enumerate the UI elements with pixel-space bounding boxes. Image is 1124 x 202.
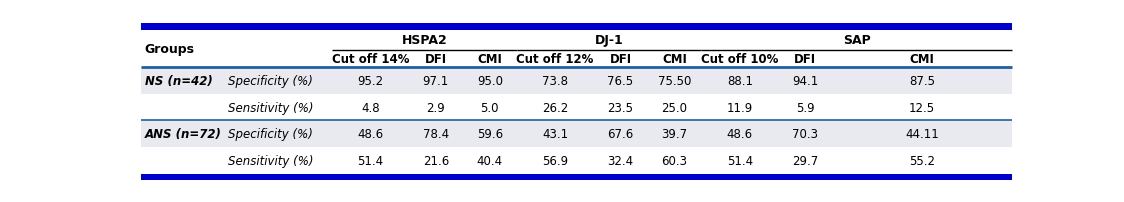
Text: 56.9: 56.9	[542, 154, 569, 167]
Bar	[140, 68, 1012, 94]
Text: 88.1: 88.1	[727, 75, 753, 88]
Text: 76.5: 76.5	[607, 75, 634, 88]
Text: 51.4: 51.4	[727, 154, 753, 167]
Text: CMI: CMI	[909, 53, 934, 66]
Text: 25.0: 25.0	[662, 101, 688, 114]
Text: ANS (n=72): ANS (n=72)	[145, 127, 221, 140]
Text: 78.4: 78.4	[423, 127, 448, 140]
Text: Cut off 12%: Cut off 12%	[516, 53, 593, 66]
Text: Cut off 10%: Cut off 10%	[701, 53, 779, 66]
Text: 12.5: 12.5	[909, 101, 935, 114]
Text: 95.2: 95.2	[357, 75, 383, 88]
Text: CMI: CMI	[662, 53, 687, 66]
Text: 43.1: 43.1	[542, 127, 569, 140]
Text: 48.6: 48.6	[357, 127, 383, 140]
Bar	[140, 24, 1012, 30]
Text: 2.9: 2.9	[426, 101, 445, 114]
Text: DFI: DFI	[609, 53, 632, 66]
Text: 87.5: 87.5	[909, 75, 935, 88]
Text: 39.7: 39.7	[661, 127, 688, 140]
Text: 75.50: 75.50	[658, 75, 691, 88]
Text: 94.1: 94.1	[792, 75, 818, 88]
Text: 70.3: 70.3	[792, 127, 818, 140]
Text: 23.5: 23.5	[607, 101, 634, 114]
Text: 21.6: 21.6	[423, 154, 448, 167]
Text: Groups: Groups	[145, 43, 194, 56]
Text: 32.4: 32.4	[607, 154, 634, 167]
Text: 26.2: 26.2	[542, 101, 569, 114]
Text: SAP: SAP	[843, 34, 870, 47]
Text: HSPA2: HSPA2	[401, 34, 447, 47]
Text: DFI: DFI	[794, 53, 816, 66]
Text: 40.4: 40.4	[477, 154, 502, 167]
Text: 59.6: 59.6	[477, 127, 502, 140]
Text: 55.2: 55.2	[909, 154, 935, 167]
Text: Specificity (%): Specificity (%)	[227, 127, 312, 140]
Text: 97.1: 97.1	[423, 75, 448, 88]
Text: Cut off 14%: Cut off 14%	[332, 53, 409, 66]
Text: DJ-1: DJ-1	[595, 34, 624, 47]
Text: 11.9: 11.9	[727, 101, 753, 114]
Text: 95.0: 95.0	[477, 75, 502, 88]
Text: 48.6: 48.6	[727, 127, 753, 140]
Text: Specificity (%): Specificity (%)	[227, 75, 312, 88]
Text: 29.7: 29.7	[792, 154, 818, 167]
Text: 44.11: 44.11	[905, 127, 939, 140]
Text: 5.9: 5.9	[796, 101, 815, 114]
Text: 67.6: 67.6	[607, 127, 634, 140]
Text: 4.8: 4.8	[361, 101, 380, 114]
Text: 51.4: 51.4	[357, 154, 383, 167]
Text: NS (n=42): NS (n=42)	[145, 75, 212, 88]
Text: 73.8: 73.8	[542, 75, 568, 88]
Text: CMI: CMI	[478, 53, 502, 66]
Text: 5.0: 5.0	[481, 101, 499, 114]
Text: Sensitivity (%): Sensitivity (%)	[227, 101, 314, 114]
Bar	[140, 174, 1012, 180]
Text: DFI: DFI	[425, 53, 447, 66]
Text: Sensitivity (%): Sensitivity (%)	[227, 154, 314, 167]
Text: 60.3: 60.3	[662, 154, 688, 167]
Bar	[140, 121, 1012, 147]
